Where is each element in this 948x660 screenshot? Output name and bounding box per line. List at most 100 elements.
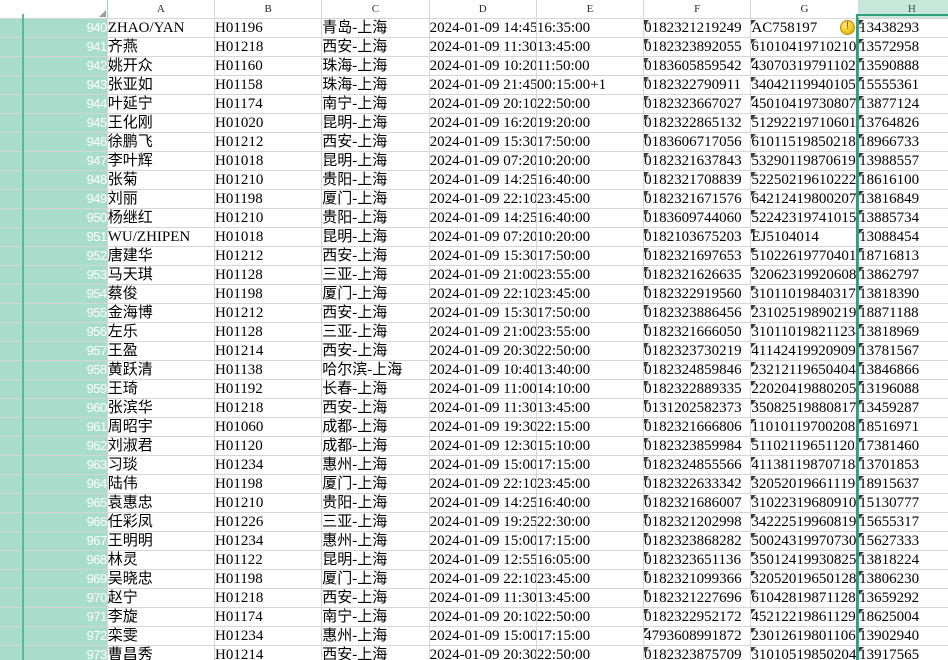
cell-flight-no[interactable]: H01060 <box>214 417 323 437</box>
cell-departure[interactable]: 2024-01-09 21:00:00 <box>429 265 537 285</box>
cell-flight-no[interactable]: H01158 <box>214 75 323 95</box>
cell-ticket-no[interactable]: 0182324855566 <box>643 455 752 475</box>
row-number[interactable]: 970 <box>0 588 108 608</box>
cell-route[interactable]: 贵阳-上海 <box>321 170 430 190</box>
cell-passenger-name[interactable]: 蔡俊 <box>107 284 216 304</box>
cell-route[interactable]: 成都-上海 <box>321 436 430 456</box>
row-number[interactable]: 946 <box>0 132 108 152</box>
cell-departure[interactable]: 2024-01-09 22:10:00 <box>429 189 537 209</box>
cell-flight-no[interactable]: H01214 <box>214 341 323 361</box>
cell-route[interactable]: 厦门-上海 <box>321 189 430 209</box>
cell-arrival[interactable]: 15:10:00 <box>536 436 645 456</box>
cell-id-number[interactable]: 220204198802055729 <box>750 379 859 399</box>
cell-departure[interactable]: 2024-01-09 14:25:00 <box>429 208 537 228</box>
cell-route[interactable]: 贵阳-上海 <box>321 208 430 228</box>
cell-route[interactable]: 西安-上海 <box>321 37 430 57</box>
cell-phone[interactable]: 13659292 <box>857 588 948 608</box>
cell-passenger-name[interactable]: 黄跃清 <box>107 360 216 380</box>
cell-arrival[interactable]: 17:50:00 <box>536 303 645 323</box>
cell-departure[interactable]: 2024-01-09 10:40:00 <box>429 360 537 380</box>
cell-ticket-no[interactable]: 0182321708839 <box>643 170 752 190</box>
cell-ticket-no[interactable]: 0182323651136 <box>643 550 752 570</box>
cell-id-number[interactable]: 610115198502187515 <box>750 132 859 152</box>
cell-arrival[interactable]: 17:15:00 <box>536 626 645 646</box>
cell-arrival[interactable]: 10:20:00 <box>536 151 645 171</box>
cell-ticket-no[interactable]: 0182321637843 <box>643 151 752 171</box>
cell-passenger-name[interactable]: 任彩凤 <box>107 512 216 532</box>
row-number[interactable]: 961 <box>0 417 108 437</box>
cell-passenger-name[interactable]: 姚开众 <box>107 56 216 76</box>
cell-departure[interactable]: 2024-01-09 14:25:00 <box>429 493 537 513</box>
cell-phone[interactable]: 18616100 <box>857 170 948 190</box>
cell-flight-no[interactable]: H01218 <box>214 398 323 418</box>
cell-flight-no[interactable]: H01122 <box>214 550 323 570</box>
cell-id-number[interactable]: EJ5104014 <box>750 227 859 247</box>
cell-ticket-no[interactable]: 0183609744060 <box>643 208 752 228</box>
row-number[interactable]: 948 <box>0 170 108 190</box>
row-number[interactable]: 969 <box>0 569 108 589</box>
cell-arrival[interactable]: 22:50:00 <box>536 607 645 627</box>
cell-flight-no[interactable]: H01210 <box>214 493 323 513</box>
cell-departure[interactable]: 2024-01-09 20:10:00 <box>429 607 537 627</box>
cell-passenger-name[interactable]: 金海博 <box>107 303 216 323</box>
cell-route[interactable]: 长春-上海 <box>321 379 430 399</box>
cell-id-number[interactable]: 610428198711280810 <box>750 588 859 608</box>
cell-phone[interactable]: 13877124 <box>857 94 948 114</box>
cell-ticket-no[interactable]: 0182324859846 <box>643 360 752 380</box>
cell-ticket-no[interactable]: 0182321219249 <box>643 18 752 38</box>
cell-arrival[interactable]: 22:50:00 <box>536 645 645 660</box>
cell-passenger-name[interactable]: ZHAO/YAN <box>107 18 216 38</box>
cell-id-number[interactable]: 310110198403172016 <box>750 284 859 304</box>
cell-id-number[interactable]: 230126198011060083 <box>750 626 859 646</box>
cell-passenger-name[interactable]: 林灵 <box>107 550 216 570</box>
cell-id-number[interactable]: 510226197704016438 <box>750 246 859 266</box>
cell-flight-no[interactable]: H01018 <box>214 227 323 247</box>
cell-ticket-no[interactable]: 0182321697653 <box>643 246 752 266</box>
cell-route[interactable]: 青岛-上海 <box>321 18 430 38</box>
cell-arrival[interactable]: 23:55:00 <box>536 322 645 342</box>
cell-departure[interactable]: 2024-01-09 10:20:00 <box>429 56 537 76</box>
cell-passenger-name[interactable]: 李叶辉 <box>107 151 216 171</box>
cell-route[interactable]: 昆明-上海 <box>321 151 430 171</box>
cell-id-number[interactable]: 500243199707302759 <box>750 531 859 551</box>
cell-arrival[interactable]: 16:35:00 <box>536 18 645 38</box>
cell-passenger-name[interactable]: 刘丽 <box>107 189 216 209</box>
cell-arrival[interactable]: 13:45:00 <box>536 398 645 418</box>
cell-phone[interactable]: 17381460 <box>857 436 948 456</box>
cell-flight-no[interactable]: H01212 <box>214 303 323 323</box>
cell-ticket-no[interactable]: 0182322790911 <box>643 75 752 95</box>
cell-phone[interactable]: 13781567 <box>857 341 948 361</box>
cell-warning-indicator[interactable]: - <box>840 18 870 36</box>
cell-id-number[interactable]: 310223196809101216 <box>750 493 859 513</box>
cell-arrival[interactable]: 22:15:00 <box>536 417 645 437</box>
cell-route[interactable]: 珠海-上海 <box>321 75 430 95</box>
cell-passenger-name[interactable]: 左乐 <box>107 322 216 342</box>
cell-passenger-name[interactable]: 徐鹏飞 <box>107 132 216 152</box>
cell-flight-no[interactable]: H01018 <box>214 151 323 171</box>
cell-arrival[interactable]: 23:45:00 <box>536 189 645 209</box>
cell-phone[interactable]: 13846866 <box>857 360 948 380</box>
cell-route[interactable]: 惠州-上海 <box>321 455 430 475</box>
row-number[interactable]: 945 <box>0 113 108 133</box>
cell-ticket-no[interactable]: 0182323886456 <box>643 303 752 323</box>
cell-passenger-name[interactable]: 周昭宇 <box>107 417 216 437</box>
cell-arrival[interactable]: 16:05:00 <box>536 550 645 570</box>
cell-departure[interactable]: 2024-01-09 15:30:00 <box>429 303 537 323</box>
cell-id-number[interactable]: 231025198902195714 <box>750 303 859 323</box>
cell-id-number[interactable]: 610104197102106161 <box>750 37 859 57</box>
cell-flight-no[interactable]: H01234 <box>214 531 323 551</box>
cell-id-number[interactable]: 232121196504040823 <box>750 360 859 380</box>
row-number[interactable]: 967 <box>0 531 108 551</box>
